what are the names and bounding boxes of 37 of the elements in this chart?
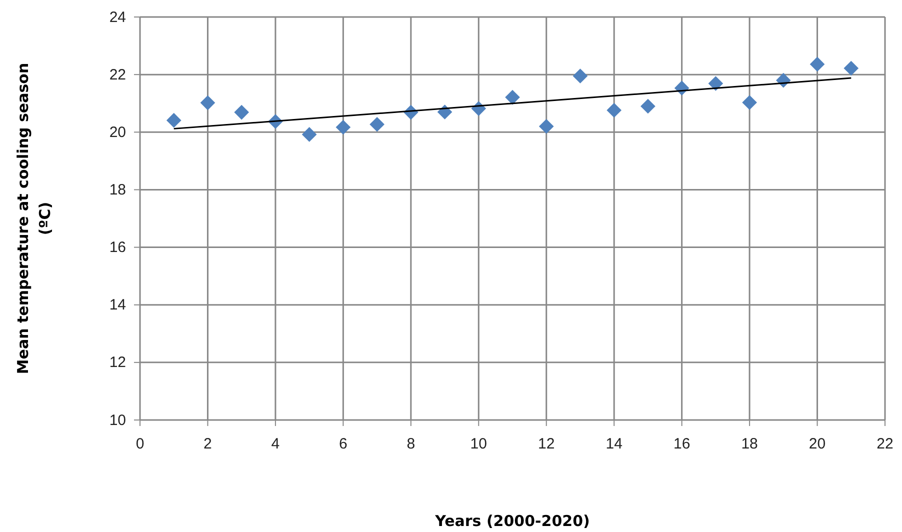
- point: [234, 104, 250, 120]
- y-axis-title: Mean temperature at cooling season (ºC): [14, 62, 54, 374]
- point: [606, 102, 622, 118]
- x-tick-label: 10: [470, 436, 487, 453]
- point: [370, 116, 384, 132]
- x-tick-label: 18: [741, 436, 758, 453]
- y-tick-label: 12: [109, 354, 126, 372]
- point: [505, 90, 520, 105]
- x-tick-label: 14: [606, 436, 622, 453]
- point: [742, 95, 757, 110]
- y-tick-label: 24: [109, 8, 126, 26]
- x-tick-label: 2: [204, 436, 212, 453]
- y-tick-label: 16: [109, 239, 126, 256]
- x-tick-label: 16: [673, 436, 690, 453]
- point: [200, 95, 216, 110]
- x-tick-label: 0: [136, 436, 144, 453]
- point: [708, 76, 724, 91]
- y-tick-label: 10: [109, 412, 126, 429]
- x-tick-label: 4: [271, 436, 280, 453]
- point: [336, 120, 351, 135]
- x-tick-label: 22: [876, 436, 894, 453]
- point: [572, 68, 588, 84]
- point: [538, 118, 554, 134]
- point: [640, 98, 656, 114]
- y-tick-label: 20: [109, 124, 126, 141]
- y-tick-label: 14: [109, 296, 126, 314]
- x-tick-label: 12: [538, 436, 555, 453]
- y-tick-label: 18: [109, 182, 126, 199]
- point: [844, 60, 859, 76]
- x-axis-title: Years (2000-2020): [434, 512, 590, 530]
- x-tick-label: 8: [406, 436, 416, 453]
- y-tick-label: 22: [109, 66, 126, 84]
- x-tick-label: 20: [808, 436, 826, 453]
- point: [810, 56, 825, 72]
- point: [166, 112, 182, 128]
- x-tick-label: 6: [339, 436, 348, 453]
- point: [302, 127, 317, 142]
